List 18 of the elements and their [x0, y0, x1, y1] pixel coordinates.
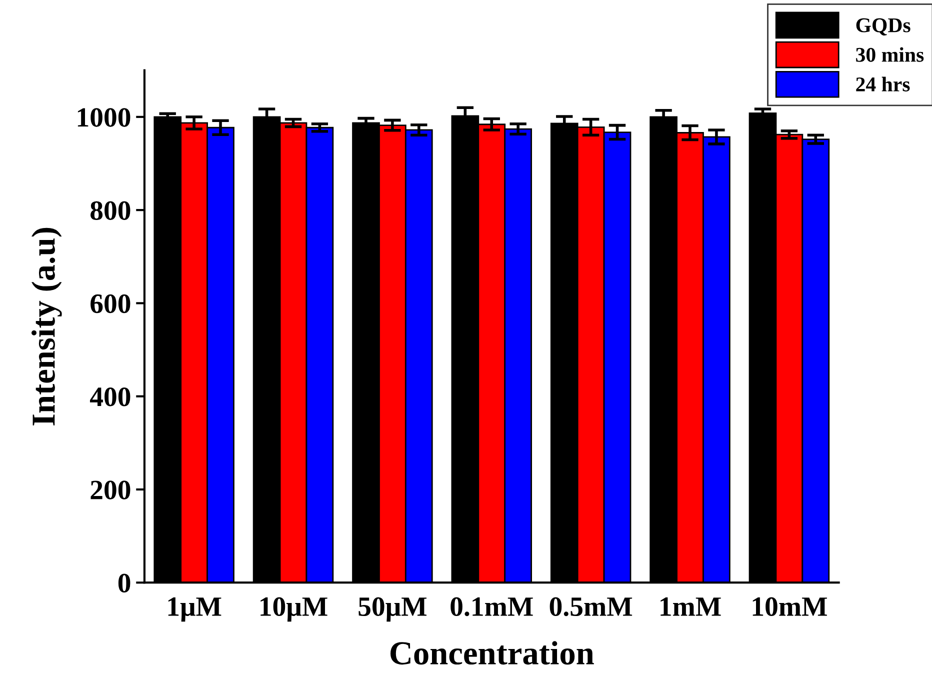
x-tick-label: 0.1mM	[450, 597, 533, 616]
y-axis-title: Intensity (a.u)	[32, 228, 62, 426]
x-tick-label: 10μM	[260, 597, 328, 622]
y-tick-label: 800	[90, 201, 130, 220]
x-tick-label: 0.5mM	[550, 597, 632, 616]
x-tick-label: 50μM	[358, 597, 427, 622]
y-tick-label: 1000	[78, 108, 130, 127]
y-tick-label: 400	[90, 387, 130, 406]
x-tick-label: 10mM	[752, 597, 827, 616]
legend-label: GQDs	[856, 18, 910, 36]
y-tick-label: 200	[90, 480, 130, 500]
legend-label: 24 hrs	[856, 76, 910, 92]
y-tick-label: 0	[118, 574, 130, 593]
x-axis-title: Concentration	[390, 641, 594, 665]
x-tick-label: 1mM	[660, 597, 721, 616]
x-tick-label: 1μM	[168, 597, 222, 622]
legend-label: 30 mins	[856, 47, 924, 62]
y-tick-label: 600	[90, 294, 130, 314]
